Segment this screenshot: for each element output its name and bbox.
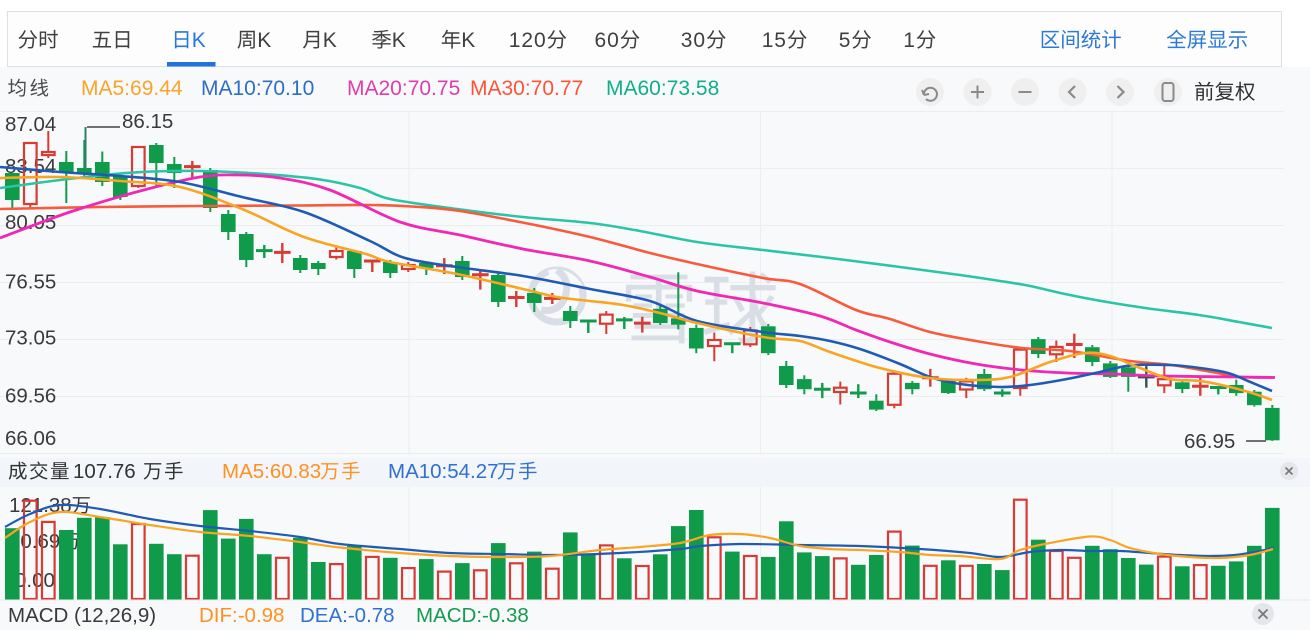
svg-text:83.54: 83.54 [5,155,56,178]
svg-text:5: 5 [774,29,786,52]
svg-text:1: 1 [509,29,521,52]
svg-text:MA10:70.10: MA10:70.10 [201,77,314,100]
svg-text:DEA:-0.78: DEA:-0.78 [300,604,395,627]
svg-text:MACD (12,26,9): MACD (12,26,9) [8,604,156,627]
svg-text:MACD:-0.38: MACD:-0.38 [416,604,529,627]
svg-text:73.05: 73.05 [5,327,56,350]
svg-text:MA20:70.75: MA20:70.75 [347,77,460,100]
svg-text:0.00: 0.00 [15,569,55,592]
svg-text:K: K [461,29,475,52]
svg-text:3: 3 [681,29,693,52]
svg-text:86.15: 86.15 [122,110,173,133]
svg-text:60.69: 60.69 [9,530,60,553]
svg-text:1: 1 [903,29,915,52]
svg-text:80.05: 80.05 [5,211,56,234]
svg-text:MA10:54.27: MA10:54.27 [388,460,499,483]
svg-text:1: 1 [762,29,774,52]
svg-text:5: 5 [839,29,851,52]
svg-text:DIF:-0.98: DIF:-0.98 [199,604,284,627]
svg-text:MA5:69.44: MA5:69.44 [81,77,183,100]
svg-text:0: 0 [693,29,705,52]
svg-text:MA5:60.83: MA5:60.83 [222,460,321,483]
svg-text:76.55: 76.55 [5,271,56,294]
svg-text:87.04: 87.04 [5,113,56,136]
svg-text:0: 0 [534,29,546,52]
svg-text:K: K [323,29,337,52]
svg-text:69.56: 69.56 [5,385,56,408]
svg-text:K: K [392,29,406,52]
svg-text:107.76: 107.76 [73,460,136,483]
svg-text:K: K [192,29,206,52]
svg-text:MA30:70.77: MA30:70.77 [470,77,583,100]
svg-text:66.95: 66.95 [1184,430,1235,453]
svg-text:0: 0 [607,29,619,52]
svg-text:6: 6 [595,29,607,52]
svg-text:2: 2 [521,29,533,52]
svg-text:K: K [257,29,271,52]
svg-text:MA60:73.58: MA60:73.58 [606,77,719,100]
svg-text:66.06: 66.06 [5,427,56,450]
